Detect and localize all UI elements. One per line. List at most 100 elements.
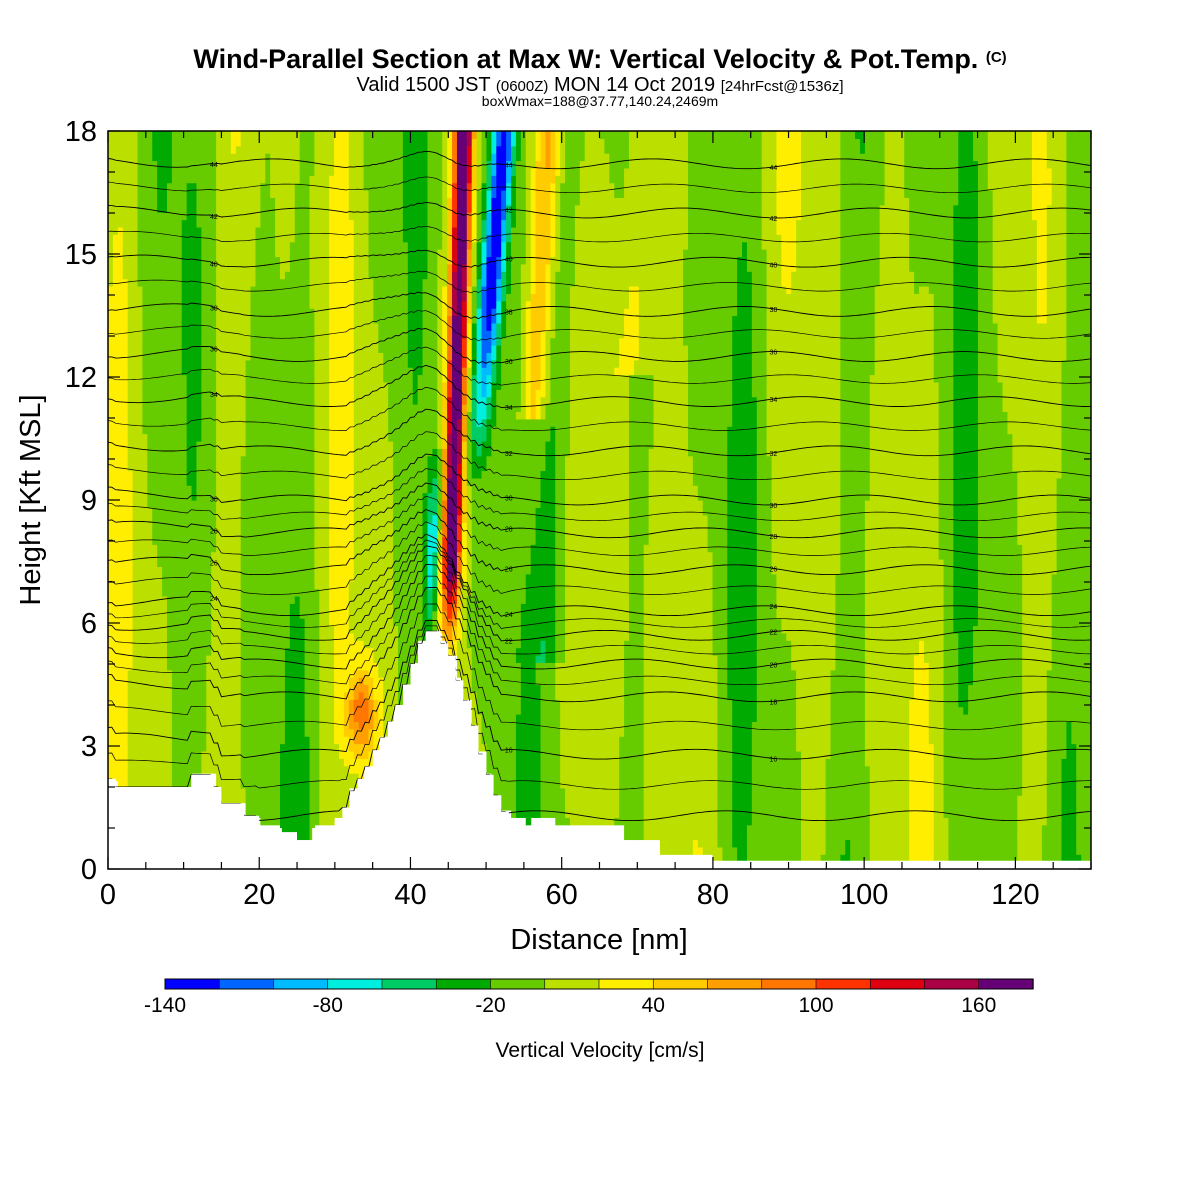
w-cell	[265, 463, 271, 472]
w-cell	[329, 691, 335, 700]
w-cell	[211, 632, 217, 641]
w-cell	[368, 182, 375, 191]
w-cell	[157, 263, 163, 272]
w-cell	[314, 300, 320, 309]
w-cell	[368, 662, 375, 671]
w-cell	[280, 669, 286, 678]
w-cell	[127, 293, 134, 302]
w-cell	[329, 278, 335, 287]
w-cell	[225, 315, 232, 324]
w-cell	[358, 145, 365, 154]
w-cell	[240, 448, 247, 457]
w-cell	[339, 448, 345, 457]
w-cell	[299, 167, 306, 176]
w-cell	[147, 190, 153, 199]
w-cell	[348, 374, 355, 383]
w-cell	[147, 647, 153, 656]
w-cell	[270, 758, 276, 767]
w-cell	[166, 197, 173, 206]
w-cell	[225, 337, 232, 346]
w-cell	[299, 536, 306, 545]
w-cell	[112, 285, 119, 294]
w-cell	[122, 293, 129, 302]
w-cell	[260, 714, 266, 722]
w-cell	[221, 212, 227, 221]
w-cell	[171, 559, 178, 568]
w-cell	[309, 433, 316, 442]
w-cell	[221, 477, 227, 486]
w-cell	[240, 374, 247, 383]
w-cell	[255, 145, 261, 154]
w-cell	[240, 263, 247, 272]
w-cell	[117, 773, 124, 782]
w-cell	[294, 691, 301, 700]
w-cell	[250, 802, 257, 811]
w-cell	[270, 750, 276, 759]
w-cell	[280, 551, 286, 560]
w-cell	[339, 492, 345, 501]
w-cell	[304, 234, 311, 243]
w-cell	[319, 145, 325, 154]
w-cell	[265, 684, 271, 693]
w-cell	[166, 234, 173, 243]
w-cell	[353, 455, 360, 464]
w-cell	[152, 559, 158, 568]
w-cell	[348, 632, 355, 641]
w-cell	[358, 699, 365, 708]
w-cell	[324, 256, 330, 265]
w-cell	[280, 824, 286, 833]
w-cell	[309, 758, 316, 767]
w-cell	[230, 477, 237, 486]
w-cell	[309, 706, 316, 715]
w-cell	[142, 175, 148, 184]
w-cell	[275, 138, 281, 147]
w-cell	[343, 455, 350, 464]
w-cell	[122, 595, 129, 604]
w-cell	[166, 167, 173, 176]
w-cell	[280, 588, 286, 597]
w-cell	[162, 160, 168, 169]
w-cell	[108, 285, 114, 294]
w-cell	[358, 691, 365, 700]
w-cell	[235, 241, 242, 250]
w-cell	[122, 492, 129, 501]
w-cell	[240, 618, 247, 627]
w-cell	[206, 293, 212, 302]
w-cell	[157, 522, 163, 531]
w-cell	[235, 455, 242, 464]
w-cell	[166, 588, 173, 597]
w-cell	[245, 529, 252, 538]
w-cell	[299, 426, 306, 435]
w-cell	[147, 477, 153, 486]
w-cell	[284, 802, 291, 811]
w-cell	[309, 315, 316, 324]
w-cell	[201, 588, 207, 597]
w-cell	[221, 337, 227, 346]
w-cell	[299, 551, 306, 560]
w-cell	[201, 241, 207, 250]
w-cell	[240, 625, 247, 634]
w-cell	[191, 219, 198, 228]
w-cell	[166, 212, 173, 221]
w-cell	[181, 581, 188, 590]
w-cell	[201, 190, 207, 199]
w-cell	[348, 647, 355, 656]
w-cell	[245, 153, 252, 162]
w-cell	[211, 514, 217, 523]
w-cell	[319, 263, 325, 272]
w-cell	[299, 477, 306, 486]
w-cell	[201, 256, 207, 265]
w-cell	[108, 522, 114, 531]
w-cell	[152, 404, 158, 413]
w-cell	[127, 440, 134, 449]
w-cell	[166, 315, 173, 324]
w-cell	[245, 773, 252, 782]
w-cell	[304, 691, 311, 700]
w-cell	[216, 263, 222, 272]
w-cell	[181, 285, 188, 294]
w-cell	[137, 367, 143, 376]
w-cell	[358, 455, 365, 464]
w-cell	[304, 485, 311, 494]
w-cell	[240, 795, 247, 804]
w-cell	[280, 219, 286, 228]
